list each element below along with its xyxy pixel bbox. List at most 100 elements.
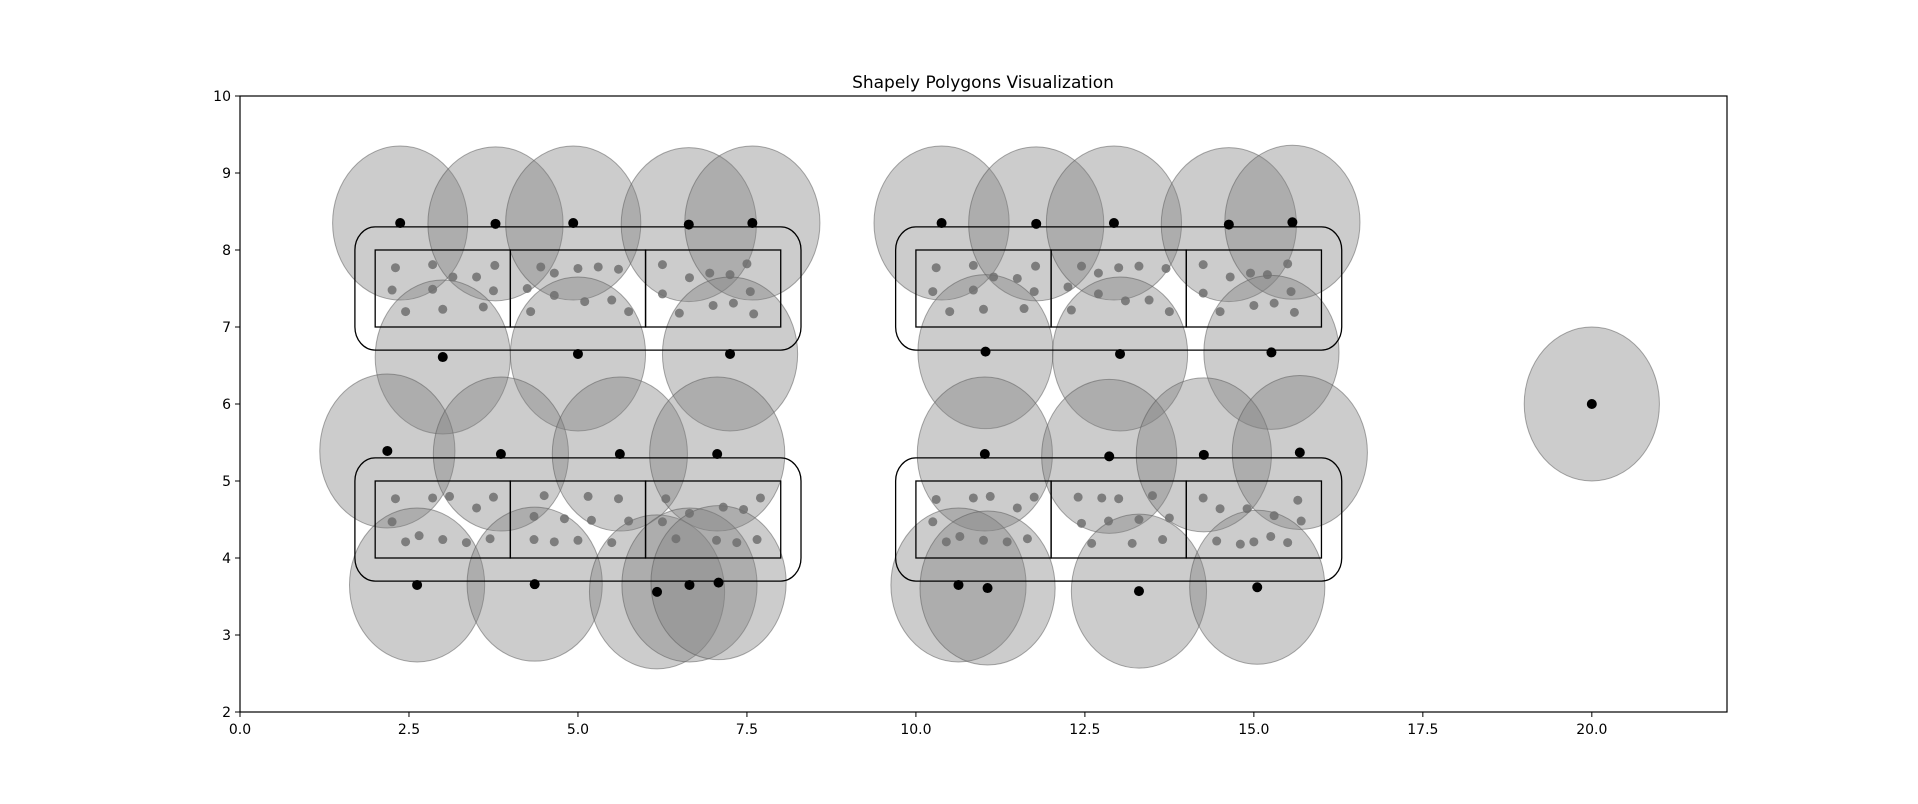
- inner-point: [387, 517, 397, 527]
- inner-points-layer: [387, 259, 1306, 549]
- center-point: [1133, 586, 1144, 597]
- center-point: [1031, 218, 1042, 229]
- inner-point: [661, 494, 671, 504]
- inner-point: [428, 284, 438, 294]
- inner-point: [1012, 503, 1022, 513]
- inner-point: [1296, 516, 1306, 526]
- inner-point: [1022, 534, 1032, 544]
- inner-point: [1215, 307, 1225, 317]
- inner-point: [931, 263, 941, 273]
- inner-point: [485, 534, 495, 544]
- x-tick-label: 12.5: [1069, 722, 1100, 738]
- inner-point: [945, 307, 955, 317]
- inner-point: [488, 492, 498, 502]
- inner-point: [968, 493, 978, 503]
- inner-point: [657, 517, 667, 527]
- center-point: [1287, 217, 1298, 228]
- inner-point: [478, 302, 488, 312]
- inner-point: [657, 289, 667, 299]
- inner-point: [573, 535, 583, 545]
- inner-point: [1063, 282, 1073, 292]
- inner-point: [1073, 492, 1083, 502]
- inner-point: [684, 508, 694, 518]
- inner-point: [428, 260, 438, 270]
- inner-point: [1235, 539, 1245, 549]
- inner-point: [1242, 504, 1252, 514]
- inner-point: [979, 304, 988, 314]
- inner-point: [989, 272, 999, 282]
- inner-point: [1212, 536, 1222, 546]
- inner-point: [1012, 273, 1022, 283]
- inner-point: [1066, 305, 1076, 315]
- y-tick-label: 7: [222, 320, 231, 336]
- inner-point: [1104, 516, 1114, 526]
- x-tick-label: 17.5: [1407, 722, 1438, 738]
- inner-point: [461, 538, 471, 548]
- inner-point: [529, 511, 539, 521]
- inner-point: [725, 270, 735, 280]
- y-tick-label: 10: [213, 89, 231, 105]
- grid-cell: [1185, 480, 1323, 559]
- inner-point: [941, 537, 951, 547]
- center-point: [1223, 219, 1234, 230]
- center-point: [652, 586, 663, 597]
- inner-point: [414, 531, 424, 541]
- grid-cell: [1185, 249, 1323, 328]
- center-point: [982, 583, 993, 594]
- center-point: [568, 218, 579, 229]
- center-point: [437, 352, 448, 363]
- inner-point: [1114, 263, 1124, 273]
- center-point: [490, 218, 501, 229]
- inner-point: [1198, 288, 1208, 298]
- inner-point: [1161, 263, 1171, 273]
- center-point: [529, 579, 540, 590]
- inner-point: [1269, 298, 1279, 308]
- inner-point: [593, 262, 603, 272]
- inner-point: [390, 494, 400, 504]
- inner-point: [742, 259, 752, 269]
- inner-point: [488, 286, 498, 296]
- inner-point: [539, 491, 549, 501]
- inner-point: [1266, 531, 1276, 541]
- center-point: [614, 449, 625, 460]
- x-tick-label: 15.0: [1238, 722, 1269, 738]
- inner-point: [968, 260, 978, 270]
- inner-point: [445, 491, 455, 501]
- inner-point: [472, 503, 482, 513]
- inner-point: [1002, 537, 1012, 547]
- center-point: [1108, 218, 1119, 229]
- inner-point: [559, 514, 569, 524]
- inner-point: [401, 537, 411, 547]
- buffered-outline: [894, 457, 1343, 582]
- chart-title: Shapely Polygons Visualization: [852, 73, 1114, 93]
- center-point: [395, 218, 406, 229]
- inner-point: [1158, 535, 1168, 545]
- center-point: [1198, 449, 1209, 460]
- inner-point: [1093, 268, 1103, 278]
- inner-point: [1164, 513, 1174, 523]
- inner-point: [1093, 289, 1103, 299]
- center-point: [683, 219, 694, 230]
- inner-point: [624, 307, 634, 317]
- inner-point: [536, 262, 546, 272]
- inner-point: [586, 515, 596, 525]
- center-point: [412, 579, 423, 590]
- center-point: [953, 579, 964, 590]
- x-tick-label: 0.0: [229, 722, 251, 738]
- inner-point: [1147, 491, 1157, 501]
- inner-point: [745, 287, 755, 297]
- center-point: [1266, 347, 1277, 358]
- inner-point: [448, 272, 458, 282]
- center-point: [495, 449, 506, 460]
- inner-point: [1198, 493, 1208, 503]
- center-point: [572, 348, 583, 359]
- inner-point: [985, 491, 995, 501]
- inner-point: [1097, 493, 1107, 503]
- y-tick-label: 3: [222, 628, 231, 644]
- center-point: [979, 449, 990, 460]
- inner-point: [1077, 518, 1087, 528]
- inner-point: [614, 264, 624, 274]
- inner-point: [614, 494, 624, 504]
- grid-cell: [644, 249, 782, 328]
